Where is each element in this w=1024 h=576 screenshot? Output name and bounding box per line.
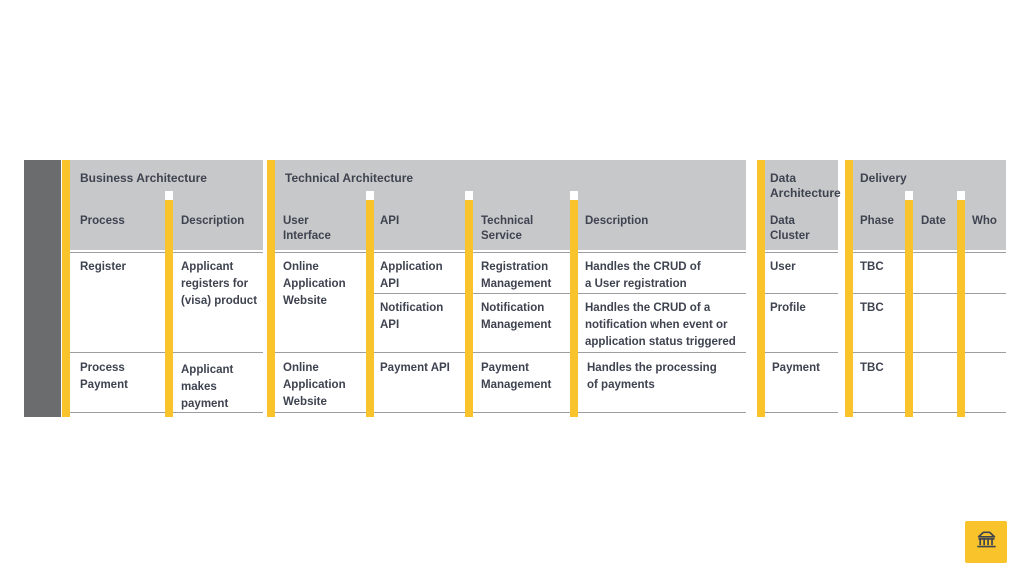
header-block-technical xyxy=(275,160,746,250)
column-stripe-who xyxy=(957,200,965,417)
divider xyxy=(374,352,465,353)
group-stripe-technical xyxy=(267,160,275,417)
divider xyxy=(913,293,957,294)
cell-row1-desc: Handles the CRUD of a User registration xyxy=(585,261,701,290)
cell-row3-service: Payment Management xyxy=(481,362,552,391)
cell-payment-ui: Online Application Website xyxy=(283,362,346,408)
cell-row1-service: Registration Management xyxy=(481,261,552,290)
column-header-date: Date xyxy=(921,215,946,227)
divider xyxy=(473,293,570,294)
stripe-notch xyxy=(465,191,473,200)
cell-register-ui: Online Application Website xyxy=(283,261,346,307)
divider xyxy=(473,412,570,413)
stripe-notch xyxy=(366,191,374,200)
cell-register-process: Register xyxy=(80,261,127,273)
divider xyxy=(765,412,838,413)
divider xyxy=(913,252,957,253)
group-header-business-architecture: Business Architecture xyxy=(80,171,207,185)
cell-row2-phase: TBC xyxy=(860,302,884,314)
column-header-description-tech: Description xyxy=(585,215,649,227)
cell-row1-phase: TBC xyxy=(860,261,884,273)
cell-row1-api: Application API xyxy=(380,261,443,290)
divider xyxy=(473,252,570,253)
divider xyxy=(913,352,957,353)
cell-payment-process: Process Payment xyxy=(80,362,128,391)
group-stripe-data xyxy=(757,160,765,417)
left-accent-bar xyxy=(24,160,61,417)
divider xyxy=(173,352,263,353)
cell-row2-service: Notification Management xyxy=(481,302,552,331)
divider xyxy=(853,412,905,413)
divider xyxy=(578,293,746,294)
divider xyxy=(275,352,366,353)
stripe-notch xyxy=(165,191,173,200)
column-header-who: Who xyxy=(972,215,997,227)
divider xyxy=(913,412,957,413)
divider xyxy=(765,352,838,353)
divider xyxy=(965,352,1006,353)
group-header-data-architecture: Data Architecture xyxy=(770,171,841,200)
header-block-delivery xyxy=(853,160,1006,250)
column-stripe-date xyxy=(905,200,913,417)
cell-row3-desc: Handles the processing of payments xyxy=(587,362,717,391)
column-header-user-interface: User Interface xyxy=(283,215,331,242)
divider xyxy=(765,293,838,294)
bank-icon xyxy=(973,526,1000,558)
cell-row2-cluster: Profile xyxy=(770,302,806,314)
cell-row2-api: Notification API xyxy=(380,302,444,331)
divider xyxy=(578,412,746,413)
column-header-description-biz: Description xyxy=(181,215,245,227)
divider xyxy=(374,293,465,294)
divider xyxy=(578,252,746,253)
column-header-technical-service: Technical Service xyxy=(481,215,534,242)
column-header-api: API xyxy=(380,215,400,227)
divider xyxy=(853,252,905,253)
divider xyxy=(70,252,165,253)
group-stripe-delivery xyxy=(845,160,853,417)
divider xyxy=(965,293,1006,294)
divider xyxy=(374,412,465,413)
column-header-phase: Phase xyxy=(860,215,894,227)
cell-payment-description: Applicant makes payment xyxy=(181,364,234,410)
group-header-delivery: Delivery xyxy=(860,171,907,185)
divider xyxy=(853,293,905,294)
cell-row3-cluster: Payment xyxy=(772,362,820,374)
column-stripe-description-tech xyxy=(570,200,578,417)
group-header-technical-architecture: Technical Architecture xyxy=(285,171,414,185)
divider xyxy=(173,412,263,413)
divider xyxy=(275,252,366,253)
column-stripe-api xyxy=(366,200,374,417)
stripe-notch xyxy=(957,191,965,200)
cell-row1-cluster: User xyxy=(770,261,796,273)
divider xyxy=(70,412,165,413)
group-stripe-business xyxy=(62,160,70,417)
column-header-process: Process xyxy=(80,215,125,227)
divider xyxy=(473,352,570,353)
header-block-data xyxy=(765,160,838,250)
column-stripe-description-biz xyxy=(165,200,173,417)
divider xyxy=(578,352,746,353)
divider xyxy=(765,252,838,253)
divider xyxy=(275,412,366,413)
divider xyxy=(965,252,1006,253)
divider xyxy=(70,352,165,353)
cell-row3-api: Payment API xyxy=(380,362,450,374)
divider xyxy=(965,412,1006,413)
column-header-data-cluster: Data Cluster xyxy=(770,215,810,242)
cell-row3-phase: TBC xyxy=(860,362,884,374)
column-stripe-technical-service xyxy=(465,200,473,417)
divider xyxy=(853,352,905,353)
stripe-notch xyxy=(570,191,578,200)
bank-logo xyxy=(965,521,1007,563)
divider xyxy=(173,252,263,253)
cell-register-description: Applicant registers for (visa) product xyxy=(181,261,258,307)
cell-row2-desc: Handles the CRUD of a notification when … xyxy=(585,302,736,348)
divider xyxy=(374,252,465,253)
stripe-notch xyxy=(905,191,913,200)
